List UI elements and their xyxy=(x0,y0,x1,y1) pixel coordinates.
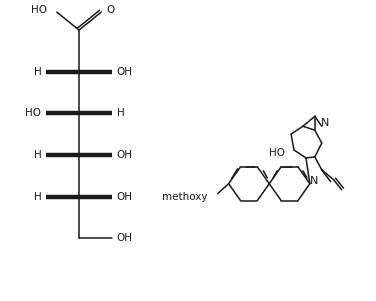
Text: H: H xyxy=(117,108,124,118)
Text: OH: OH xyxy=(117,191,133,202)
Text: OH: OH xyxy=(117,67,133,77)
Text: OH: OH xyxy=(117,233,133,243)
Text: methoxy: methoxy xyxy=(162,191,208,202)
Text: HO: HO xyxy=(25,108,41,118)
Text: H: H xyxy=(33,67,41,77)
Text: H: H xyxy=(33,150,41,160)
Text: H: H xyxy=(33,191,41,202)
Text: OH: OH xyxy=(117,150,133,160)
Text: O: O xyxy=(106,5,114,15)
Text: N: N xyxy=(321,118,329,128)
Text: N: N xyxy=(310,176,318,186)
Text: HO: HO xyxy=(269,148,285,158)
Text: HO: HO xyxy=(31,5,47,15)
